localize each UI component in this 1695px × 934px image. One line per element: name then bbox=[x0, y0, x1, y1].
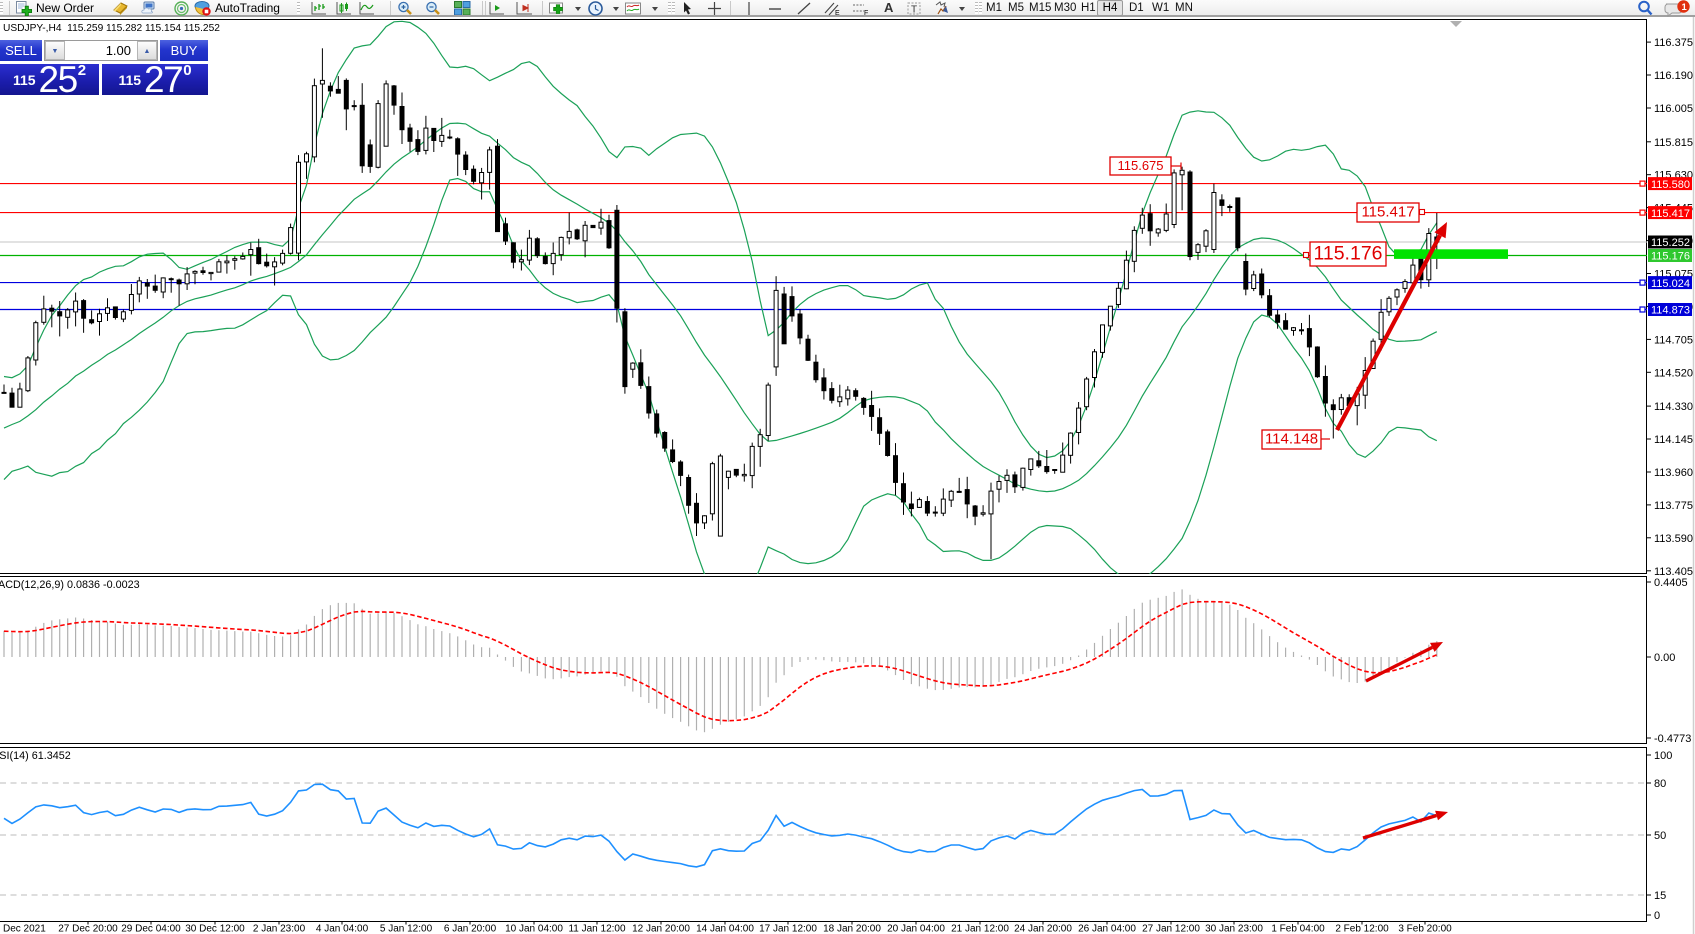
svg-text:116.375: 116.375 bbox=[1654, 37, 1693, 49]
svg-text:115.417: 115.417 bbox=[1651, 208, 1690, 220]
svg-text:115.580: 115.580 bbox=[1651, 179, 1690, 191]
svg-text:2 Feb 12:00: 2 Feb 12:00 bbox=[1335, 924, 1389, 934]
svg-text:80: 80 bbox=[1654, 778, 1666, 790]
svg-text:115.417: 115.417 bbox=[1361, 204, 1414, 221]
svg-text:E: E bbox=[835, 10, 840, 16]
svg-text:114.145: 114.145 bbox=[1654, 434, 1693, 446]
svg-text:18 Jan 20:00: 18 Jan 20:00 bbox=[823, 924, 881, 934]
svg-text:12 Jan 20:00: 12 Jan 20:00 bbox=[632, 924, 690, 934]
svg-text:14 Jan 04:00: 14 Jan 04:00 bbox=[696, 924, 754, 934]
svg-text:115.252: 115.252 bbox=[1651, 237, 1690, 249]
svg-text:114.705: 114.705 bbox=[1654, 334, 1693, 346]
svg-text:27 Dec 20:00: 27 Dec 20:00 bbox=[58, 924, 118, 934]
svg-text:1: 1 bbox=[1682, 2, 1688, 13]
svg-text:2 Jan 23:00: 2 Jan 23:00 bbox=[253, 924, 306, 934]
svg-text:29 Dec 04:00: 29 Dec 04:00 bbox=[121, 924, 181, 934]
svg-text:15: 15 bbox=[1654, 890, 1666, 902]
svg-text:113.405: 113.405 bbox=[1654, 566, 1693, 578]
svg-text:115.815: 115.815 bbox=[1654, 137, 1693, 149]
svg-text:F: F bbox=[864, 10, 868, 16]
svg-text:114.520: 114.520 bbox=[1654, 367, 1693, 379]
svg-text:116.005: 116.005 bbox=[1654, 103, 1693, 115]
svg-text:T: T bbox=[911, 5, 917, 16]
svg-text:0.4405: 0.4405 bbox=[1654, 577, 1688, 589]
svg-text:MACD(12,26,9) 0.0836 -0.0023: MACD(12,26,9) 0.0836 -0.0023 bbox=[0, 579, 140, 591]
svg-text:50: 50 bbox=[1654, 830, 1666, 842]
svg-text:115.024: 115.024 bbox=[1651, 278, 1690, 290]
svg-text:30 Dec 12:00: 30 Dec 12:00 bbox=[185, 924, 245, 934]
svg-text:27 Jan 12:00: 27 Jan 12:00 bbox=[1142, 924, 1200, 934]
svg-text:1 Feb 04:00: 1 Feb 04:00 bbox=[1271, 924, 1325, 934]
svg-text:Dec 2021: Dec 2021 bbox=[3, 924, 46, 934]
svg-text:0: 0 bbox=[1654, 910, 1660, 922]
svg-text:USDJPY-,H4 115.259 115.282 11: USDJPY-,H4 115.259 115.282 115.154 115.2… bbox=[3, 23, 220, 34]
svg-text:113.960: 113.960 bbox=[1654, 467, 1693, 479]
svg-text:24 Jan 20:00: 24 Jan 20:00 bbox=[1014, 924, 1072, 934]
svg-text:113.775: 113.775 bbox=[1654, 500, 1693, 512]
svg-text:11 Jan 12:00: 11 Jan 12:00 bbox=[568, 924, 626, 934]
svg-text:26 Jan 04:00: 26 Jan 04:00 bbox=[1078, 924, 1136, 934]
svg-text:115.176: 115.176 bbox=[1651, 251, 1690, 263]
svg-text:3 Feb 20:00: 3 Feb 20:00 bbox=[1398, 924, 1452, 934]
svg-text:5 Jan 12:00: 5 Jan 12:00 bbox=[380, 924, 433, 934]
svg-text:114.148: 114.148 bbox=[1265, 431, 1318, 448]
svg-text:6 Jan 20:00: 6 Jan 20:00 bbox=[444, 924, 497, 934]
svg-text:30 Jan 23:00: 30 Jan 23:00 bbox=[1205, 924, 1263, 934]
svg-text:113.590: 113.590 bbox=[1654, 533, 1693, 545]
svg-text:17 Jan 12:00: 17 Jan 12:00 bbox=[759, 924, 817, 934]
svg-text:21 Jan 12:00: 21 Jan 12:00 bbox=[951, 924, 1009, 934]
svg-text:20 Jan 04:00: 20 Jan 04:00 bbox=[887, 924, 945, 934]
svg-text:115.675: 115.675 bbox=[1117, 158, 1163, 173]
svg-text:100: 100 bbox=[1654, 750, 1672, 762]
svg-text:116.190: 116.190 bbox=[1654, 70, 1693, 82]
svg-text:114.873: 114.873 bbox=[1651, 305, 1690, 317]
svg-text:114.330: 114.330 bbox=[1654, 401, 1693, 413]
svg-text:115.176: 115.176 bbox=[1313, 242, 1382, 264]
svg-text:-0.4773: -0.4773 bbox=[1654, 733, 1691, 745]
svg-text:0.00: 0.00 bbox=[1654, 652, 1675, 664]
svg-text:4 Jan 04:00: 4 Jan 04:00 bbox=[316, 924, 369, 934]
svg-text:10 Jan 04:00: 10 Jan 04:00 bbox=[505, 924, 563, 934]
svg-text:RSI(14) 61.3452: RSI(14) 61.3452 bbox=[0, 750, 71, 762]
